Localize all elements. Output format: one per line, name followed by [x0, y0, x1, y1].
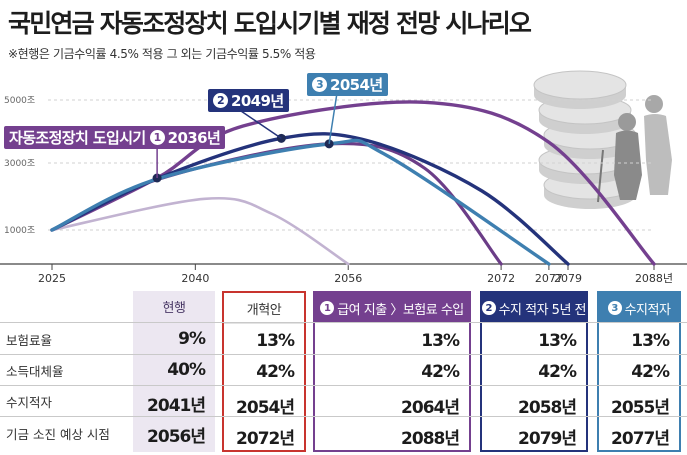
row-label-balance-deficit: 수지적자: [6, 395, 53, 410]
table-cell: 2077년: [611, 429, 670, 449]
table-cell: 13%: [631, 331, 670, 351]
table-cell: 9%: [178, 329, 206, 349]
table-cell: 2041년: [147, 396, 206, 416]
elder-woman-icon: [614, 130, 642, 200]
x-tick-label: 2088년: [635, 272, 673, 285]
elder-woman-icon: [618, 113, 636, 131]
table-cell: 13%: [538, 331, 577, 351]
table-cell: 2064년: [401, 398, 460, 418]
table-cell: 13%: [256, 331, 295, 351]
badge-2-icon: 2: [213, 93, 228, 108]
callout-1-label: 자동조정장치 도입시기: [9, 129, 146, 147]
elder-man-icon: [644, 114, 672, 195]
badge-1-icon: 1: [149, 130, 165, 145]
callout-scenario-3: 3 2054년: [307, 73, 388, 96]
row-label-replacement-rate: 소득대체율: [6, 364, 64, 379]
column-header-current: 현행: [133, 291, 215, 321]
row-label-premium-rate: 보험료율: [6, 333, 53, 348]
table-cell: 13%: [421, 331, 460, 351]
badge-2-icon: 2: [482, 301, 496, 315]
page-title: 국민연금 자동조정장치 도입시기별 재정 전망 시나리오: [8, 9, 532, 38]
table-cell: 2079년: [518, 429, 577, 449]
column-reform: 개혁안 13% 42% 2054년 2072년: [222, 291, 306, 452]
table-cell: 2056년: [147, 427, 206, 447]
column-scenario-1: 1 급여 지출 〉보험료 수입 13% 42% 2064년 2088년: [313, 291, 471, 452]
column-scenario-3: 3 수지적자 13% 42% 2055년 2077년: [597, 291, 681, 452]
table-divider: [0, 322, 687, 323]
column-current: 현행 9% 40% 2041년 2056년: [133, 291, 215, 452]
badge-1-icon: 1: [320, 301, 335, 315]
table-divider: [0, 416, 687, 417]
callout-1-year: 2036년: [167, 129, 221, 147]
scenario-table: 현행 9% 40% 2041년 2056년 개혁안 13% 42% 2054년 2072년 …: [0, 288, 687, 455]
column-scenario-2: 2 수지 적자 5년 전 13% 42% 2058년 2079년: [480, 291, 588, 452]
annotation-leader: [328, 92, 338, 144]
column-header-reform: 개혁안: [224, 293, 304, 324]
table-cell: 2054년: [236, 398, 295, 418]
page-subtitle: ※현행은 기금수익률 4.5% 적용 그 외는 기금수익률 5.5% 적용: [8, 47, 316, 61]
series-line-current: [50, 196, 350, 266]
table-divider: [0, 385, 687, 386]
x-tick-label: 2056: [334, 272, 362, 285]
elder-man-icon: [645, 95, 663, 113]
table-cell: 42%: [631, 362, 670, 382]
table-cell: 42%: [421, 362, 460, 382]
badge-3-icon: 3: [312, 77, 327, 92]
series-line-s3: [50, 138, 551, 266]
table-cell: 2072년: [236, 429, 295, 449]
column-header-scenario-3: 3 수지적자: [599, 293, 679, 323]
x-tick-label: 2079: [554, 272, 582, 285]
callout-2-year: 2049년: [231, 92, 284, 110]
table-cell: 42%: [256, 362, 295, 382]
table-cell: 40%: [167, 360, 206, 380]
callout-scenario-1: 자동조정장치 도입시기 1 2036년: [4, 126, 226, 149]
badge-3-icon: 3: [607, 301, 622, 315]
coin-icon: [533, 70, 627, 100]
coins-elderly-illustration: [533, 70, 672, 209]
x-tick-label: 2072: [487, 272, 515, 285]
table-cell: 2088년: [401, 429, 460, 449]
callout-scenario-2: 2 2049년: [208, 89, 289, 112]
column-header-scenario-2: 2 수지 적자 5년 전: [482, 293, 587, 323]
series-line-s2: [50, 132, 570, 266]
callout-3-year: 2054년: [330, 76, 383, 94]
x-tick-label: 2025: [38, 272, 66, 285]
y-tick-label: 5000조: [4, 96, 35, 106]
series-line-reform: [50, 141, 503, 266]
table-cell: 2058년: [518, 398, 577, 418]
table-cell: 42%: [538, 362, 577, 382]
table-cell: 2055년: [611, 398, 670, 418]
y-tick-label: 1000조: [4, 226, 35, 236]
column-header-scenario-1: 1 급여 지출 〉보험료 수입: [315, 293, 469, 323]
row-label-depletion-year: 기금 소진 예상 시점: [6, 427, 110, 442]
table-divider: [0, 354, 687, 355]
annotation-leader: [237, 108, 282, 139]
x-tick-label: 2040: [181, 272, 209, 285]
y-tick-label: 3000조: [4, 159, 35, 169]
x-tick-label: 2077: [535, 272, 563, 285]
